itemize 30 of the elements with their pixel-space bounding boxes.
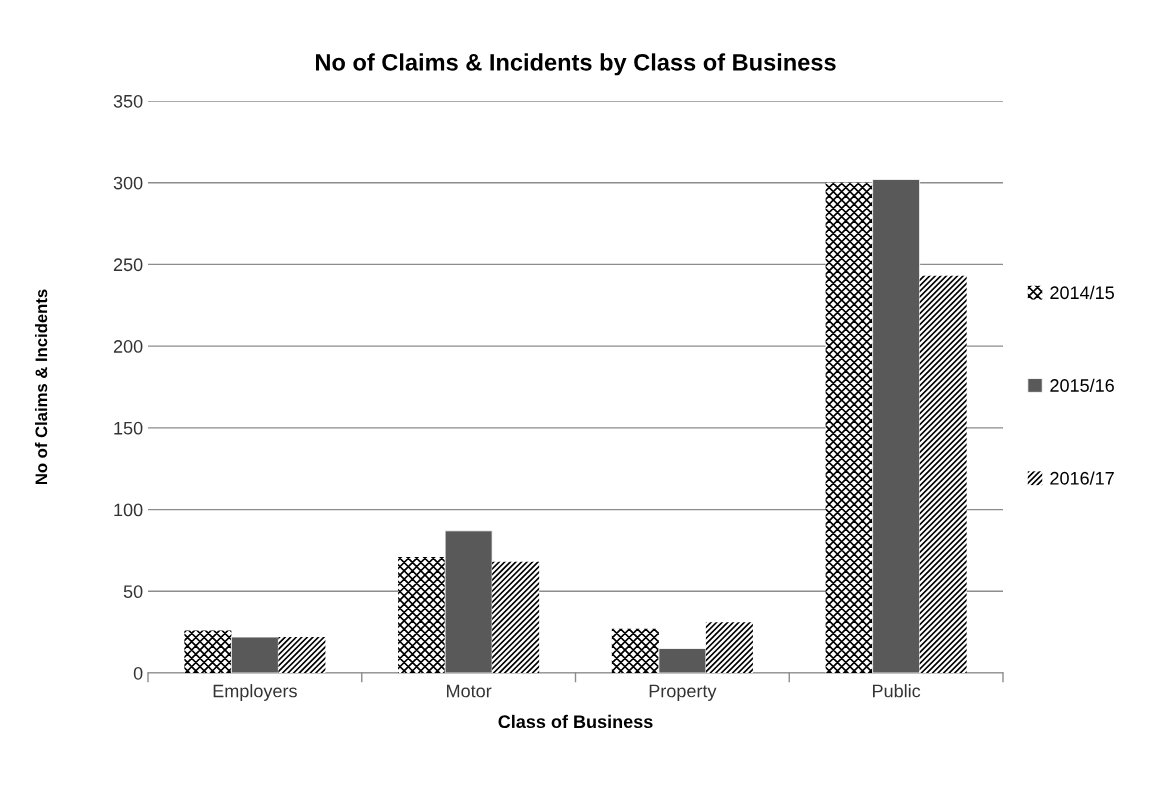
y-tick-label: 300 — [113, 176, 143, 190]
x-axis-title: Class of Business — [498, 714, 653, 729]
bar — [278, 637, 326, 673]
x-tick-label: Public — [873, 684, 921, 698]
bar — [919, 275, 967, 673]
x-tick-label: Employers — [213, 684, 297, 701]
y-tick-label: 250 — [113, 258, 143, 272]
bar — [492, 561, 540, 673]
x-tick-label: Motor — [447, 684, 492, 698]
chart-title: No of Claims & Incidents by Class of Business — [316, 53, 836, 76]
bar — [230, 636, 279, 673]
bar — [444, 530, 493, 673]
bar — [705, 622, 753, 673]
legend-label: 2015/16 — [1050, 378, 1114, 392]
y-tick-label: 50 — [123, 585, 143, 599]
y-tick-label: 200 — [113, 340, 143, 353]
legend-label: 2014/15 — [1050, 285, 1114, 300]
bar — [825, 182, 873, 673]
x-tick-label: Property — [649, 684, 717, 701]
bar — [184, 630, 232, 673]
bar — [872, 179, 921, 673]
bar — [611, 628, 659, 673]
y-tick-label: 150 — [114, 421, 143, 435]
legend-label: 2016/17 — [1050, 471, 1114, 485]
bar — [398, 556, 446, 673]
y-axis-title: No of Claims & Incidents — [34, 289, 48, 485]
y-tick-label: 0 — [133, 666, 143, 680]
y-tick-label: 100 — [114, 503, 143, 517]
bar — [658, 648, 707, 673]
y-tick-label: 350 — [113, 94, 143, 108]
